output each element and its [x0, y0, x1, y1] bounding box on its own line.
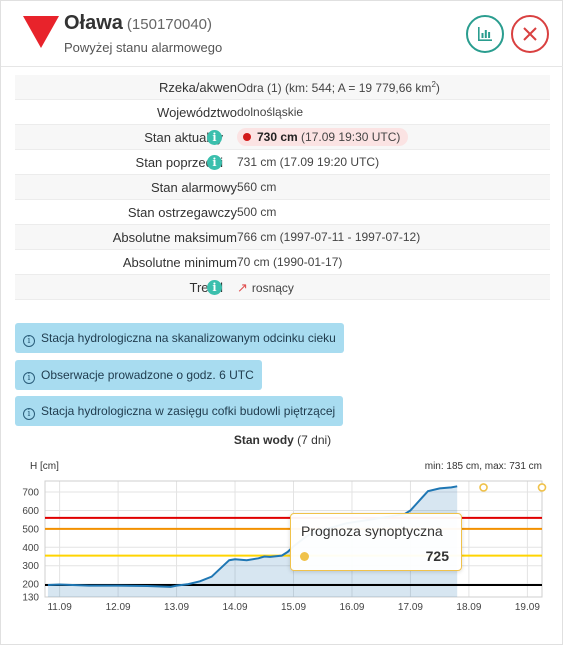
station-title: Oława (150170040): [64, 12, 212, 35]
x-tick-label: 14.09: [223, 602, 248, 613]
info-circle-icon: i: [23, 372, 35, 384]
row-value: 730 cm (17.09 19:30 UTC): [237, 128, 409, 146]
y-tick-label: 200: [22, 580, 39, 591]
row-label: Stan ostrzegawczy: [127, 205, 237, 220]
row-value: Odra (1) (km: 544; A = 19 779,66 km2): [237, 80, 440, 95]
y-axis-unit: H [cm]: [30, 461, 59, 472]
row-current-level: Stan aktualny i 730 cm (17.09 19:30 UTC): [15, 125, 550, 150]
info-icon[interactable]: i: [207, 130, 222, 145]
popup-header: Oława (150170040) Powyżej stanu alarmoweg…: [1, 1, 563, 67]
chart-button[interactable]: [466, 15, 504, 53]
row-label: Stan alarmowy: [151, 180, 237, 195]
note-canalized: i Stacja hydrologiczna na skanalizowanym …: [15, 323, 344, 353]
tooltip-title: Prognoza synoptyczna: [301, 523, 443, 539]
x-tick-label: 13.09: [164, 602, 189, 613]
row-absolute-min: Absolutne minimum 70 cm (1990-01-17): [15, 250, 550, 275]
station-code: (150170040): [126, 16, 212, 33]
row-warning-level: Stan ostrzegawczy 500 cm: [15, 200, 550, 225]
y-tick-label: 500: [22, 524, 39, 535]
chart-plot[interactable]: H [cm] min: 185 cm, max: 731 cm 11.09 12.09…: [15, 429, 550, 644]
x-tick-label: 16.09: [339, 602, 364, 613]
row-value: ↗ rosnący: [237, 280, 294, 295]
row-value: 500 cm: [237, 205, 277, 219]
info-circle-icon: i: [23, 408, 35, 420]
row-label: Województwo: [157, 105, 237, 120]
info-icon[interactable]: i: [207, 280, 222, 295]
row-voivodeship: Województwo dolnośląskie: [15, 100, 550, 125]
x-tick-label: 17.09: [398, 602, 423, 613]
note-observation-time: i Obserwacje prowadzone o godz. 6 UTC: [15, 360, 262, 390]
chart-title: Stan wody (7 dni): [233, 433, 332, 447]
y-tick-label: 400: [22, 543, 39, 554]
row-value: 560 cm: [237, 180, 277, 194]
row-absolute-max: Absolutne maksimum 766 cm (1997-07-11 - …: [15, 225, 550, 250]
row-value: dolnośląskie: [237, 105, 304, 119]
min-max-label: min: 185 cm, max: 731 cm: [425, 461, 542, 472]
x-tick-label: 11.09: [47, 602, 72, 613]
row-alarm-level: Stan alarmowy 560 cm: [15, 175, 550, 200]
x-tick-label: 15.09: [281, 602, 306, 613]
x-tick-label: 19.09: [515, 602, 540, 613]
close-icon: [523, 27, 537, 41]
warning-triangle-icon: [23, 16, 59, 48]
row-trend: Trend i ↗rosnący: [15, 275, 550, 300]
info-icon[interactable]: i: [207, 155, 222, 170]
plot-border: [44, 480, 543, 598]
tooltip-value: 725: [425, 548, 449, 564]
row-label: Stan poprzedni: [135, 155, 223, 170]
row-label: Rzeka/akwen: [158, 80, 237, 95]
y-tick-label: 600: [22, 506, 39, 517]
row-value: 766 cm (1997-07-11 - 1997-07-12): [237, 230, 421, 244]
x-tick-label: 18.09: [456, 602, 481, 613]
forecast-tooltip: Prognoza synoptyczna 725: [290, 513, 462, 571]
forecast-dot-icon: [300, 552, 309, 561]
station-details: Rzeka/akwen Odra (1) (km: 544; A = 19 77…: [15, 75, 550, 300]
x-tick-label: 12.09: [106, 602, 131, 613]
trend-up-arrow-icon: ↗: [237, 280, 248, 295]
forecast-point: [537, 483, 547, 492]
y-tick-label: 700: [22, 488, 39, 499]
y-tick-label: 300: [22, 561, 39, 572]
row-value: 70 cm (1990-01-17): [237, 255, 343, 269]
row-label: Absolutne maksimum: [112, 230, 237, 245]
station-status: Powyżej stanu alarmowego: [64, 40, 223, 55]
forecast-point: [479, 483, 488, 492]
close-button[interactable]: [511, 15, 549, 53]
red-dot-icon: [243, 133, 251, 141]
note-backwater: i Stacja hydrologiczna w zasięgu cofki bu…: [15, 396, 344, 426]
row-value: 731 cm (17.09 19:20 UTC): [237, 155, 380, 169]
station-name: Oława: [64, 12, 123, 34]
info-circle-icon: i: [23, 335, 35, 347]
current-level-badge: 730 cm (17.09 19:30 UTC): [237, 128, 409, 146]
row-previous-level: Stan poprzedni i 731 cm (17.09 19:20 UTC…: [15, 150, 550, 175]
bar-chart-icon: [478, 27, 492, 41]
row-label: Stan aktualny: [144, 130, 223, 145]
y-tick-label: 130: [22, 593, 39, 604]
water-level-chart: Stan wody (7 dni) H [cm] min: 185 cm, max…: [15, 429, 550, 644]
row-label: Absolutne minimum: [122, 255, 237, 270]
row-river: Rzeka/akwen Odra (1) (km: 544; A = 19 77…: [15, 75, 550, 100]
